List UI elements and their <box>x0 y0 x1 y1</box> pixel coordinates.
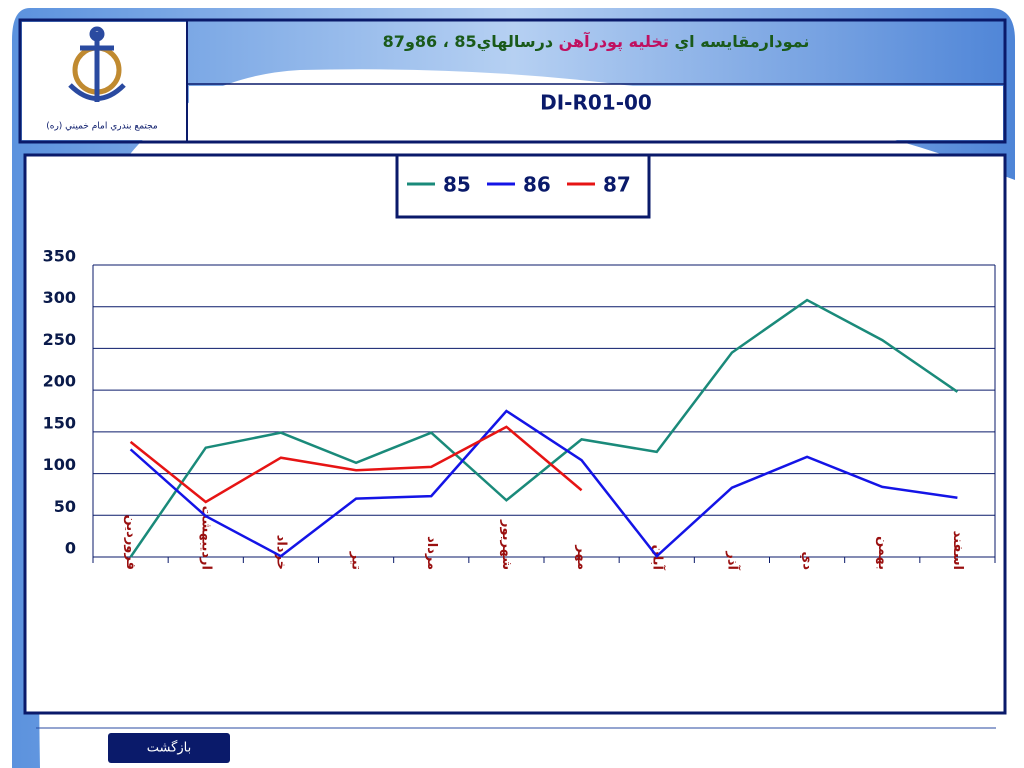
logo <box>68 26 126 102</box>
y-tick-label: 250 <box>43 330 76 349</box>
y-tick-label: 150 <box>43 413 76 432</box>
x-tick-label: آذر <box>724 550 741 570</box>
code-cell <box>189 86 1003 140</box>
y-tick-label: 100 <box>43 455 76 474</box>
title-part: درسالهاي85 ، 86و87 <box>383 32 553 52</box>
document-code: DI-R01-00 <box>540 91 652 115</box>
x-tick-label: بهمن <box>875 536 890 570</box>
legend-box <box>395 153 651 219</box>
y-tick-label: 200 <box>43 372 76 391</box>
y-tick-label: 50 <box>54 497 76 516</box>
x-tick-label: مهر <box>574 544 589 570</box>
logo-cell <box>22 22 186 140</box>
legend-label: 87 <box>603 173 631 197</box>
series-line <box>129 409 958 558</box>
legend-label: 86 <box>523 173 551 197</box>
y-tick-label: 350 <box>43 247 76 266</box>
logo-caption: مجتمع بندري امام خميني (ره) <box>46 122 158 132</box>
series-line <box>129 425 583 504</box>
header-box <box>18 18 1007 144</box>
x-tick-label: ارديبهشت <box>198 506 213 570</box>
x-tick-label: مرداد <box>424 536 439 570</box>
series-line <box>129 298 959 558</box>
y-tick-label: 300 <box>43 288 76 307</box>
x-tick-label: فروردين <box>123 515 138 570</box>
slide-title: نمودارمقايسه اي تخليه پودرآهن درسالهاي85… <box>383 31 810 52</box>
x-tick-label: تير <box>349 551 364 570</box>
back-button[interactable] <box>108 733 230 763</box>
x-tick-label: شهريور <box>499 519 514 570</box>
back-button-label[interactable]: بازگشت <box>147 740 191 756</box>
x-tick-label: دي <box>800 551 815 570</box>
title-part: تخليه پودرآهن <box>559 31 669 52</box>
title-part: نمودارمقايسه اي <box>675 32 810 52</box>
legend-label: 85 <box>443 173 471 197</box>
y-tick-label: 0 <box>65 539 76 558</box>
x-tick-label: خرداد <box>273 535 288 570</box>
x-tick-label: اسفند <box>950 531 965 570</box>
